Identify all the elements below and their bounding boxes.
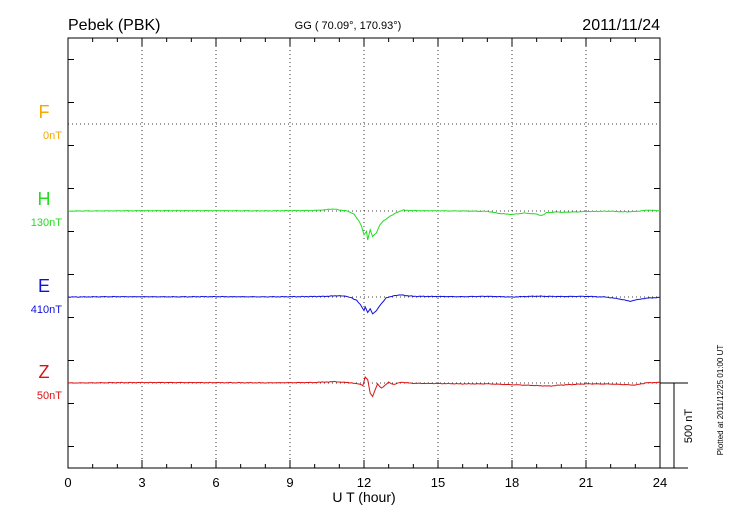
tick-marks [67, 38, 661, 468]
series-offset-z: 50nT [37, 390, 62, 402]
series-line-z [67, 376, 661, 398]
series-name-f: F [39, 102, 50, 122]
series-offset-e: 410nT [31, 304, 62, 316]
x-tick-label: 6 [212, 475, 219, 490]
plotted-note: Plotted at 2011/12/25 01:00 UT [716, 345, 725, 456]
scale-bar [660, 382, 688, 469]
coordinates-label: GG ( 70.09°, 170.93°) [295, 20, 402, 32]
x-tick-label: 3 [138, 475, 145, 490]
station-title: Pebek (PBK) [68, 17, 160, 34]
series-labels: F 0nT H 130nT E 410nT Z 50nT [31, 102, 62, 402]
x-tick-label: 18 [505, 475, 519, 490]
x-tick-labels: 0 3 6 9 12 15 18 21 24 [64, 475, 667, 490]
x-axis-label: U T (hour) [332, 489, 395, 505]
scale-bar-label: 500 nT [683, 409, 695, 444]
series-line-e [67, 294, 661, 315]
grid [68, 38, 660, 468]
x-tick-label: 0 [64, 475, 71, 490]
traces [67, 208, 661, 398]
series-name-h: H [38, 189, 51, 209]
series-offset-h: 130nT [31, 217, 62, 229]
x-tick-label: 21 [579, 475, 593, 490]
series-offset-f: 0nT [43, 130, 62, 142]
x-tick-label: 24 [653, 475, 667, 490]
x-tick-label: 12 [357, 475, 371, 490]
x-tick-label: 15 [431, 475, 445, 490]
series-name-z: Z [39, 362, 50, 382]
series-line-h [67, 208, 660, 241]
x-tick-label: 9 [286, 475, 293, 490]
series-name-e: E [38, 276, 50, 296]
date-label: 2011/11/24 [582, 17, 660, 34]
